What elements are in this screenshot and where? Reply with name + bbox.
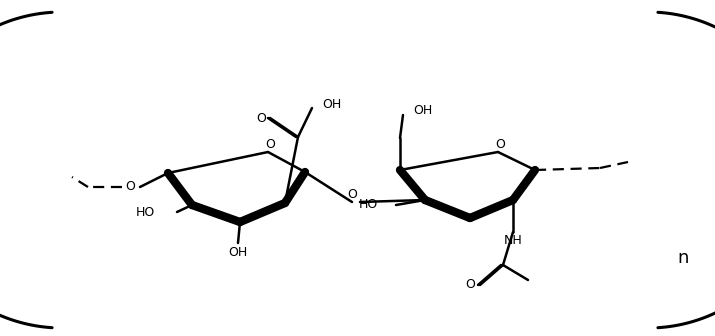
- Text: HO: HO: [359, 199, 378, 211]
- Text: OH: OH: [413, 104, 433, 118]
- Text: n: n: [677, 249, 689, 267]
- Text: HO: HO: [136, 206, 155, 218]
- Text: OH: OH: [228, 247, 247, 259]
- Text: O: O: [256, 112, 266, 125]
- Text: O: O: [347, 187, 357, 201]
- Text: O: O: [465, 279, 475, 292]
- Text: NH: NH: [503, 234, 523, 247]
- Text: O: O: [265, 137, 275, 151]
- Text: OH: OH: [322, 97, 341, 111]
- Text: O: O: [125, 179, 135, 193]
- Text: O: O: [495, 137, 505, 151]
